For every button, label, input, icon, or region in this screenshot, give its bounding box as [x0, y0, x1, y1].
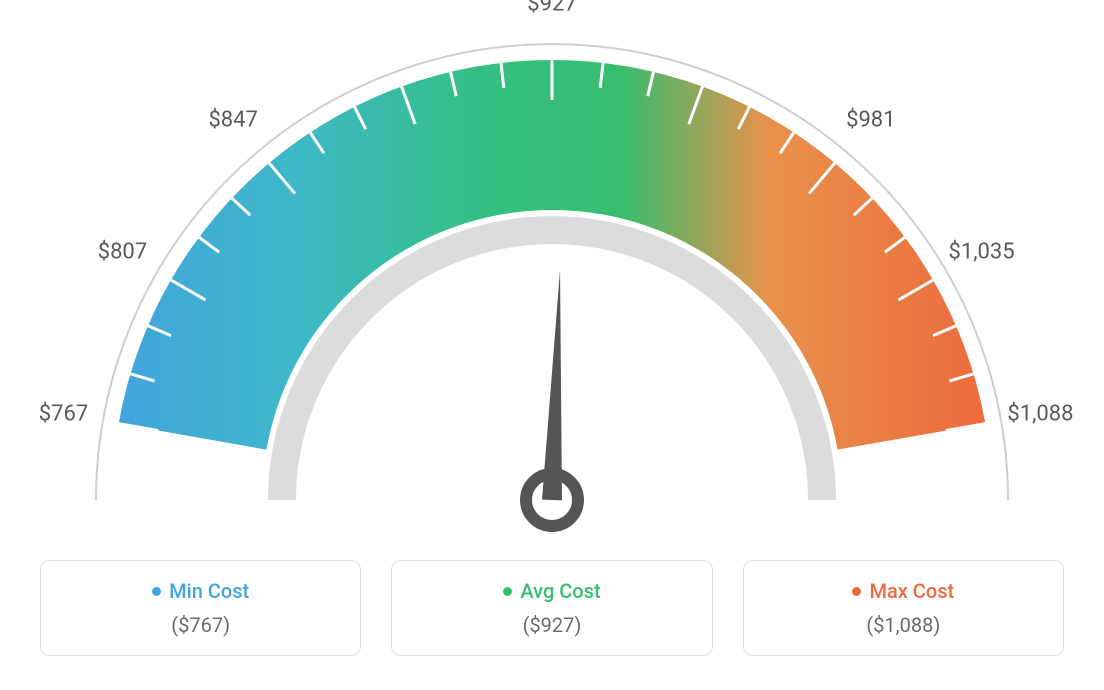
legend-row: Min Cost ($767) Avg Cost ($927) Max Cost… — [0, 560, 1104, 656]
legend-min-text: Min Cost — [169, 579, 249, 603]
dot-icon — [152, 587, 161, 596]
legend-max-text: Max Cost — [869, 579, 954, 603]
legend-avg-box: Avg Cost ($927) — [391, 560, 712, 656]
legend-max-box: Max Cost ($1,088) — [743, 560, 1064, 656]
gauge-tick-label: $767 — [39, 401, 88, 426]
gauge-area: $767 $807 $847 $927 $981 $1,035 $1,088 — [0, 0, 1104, 560]
gauge-svg — [0, 0, 1104, 560]
legend-min-box: Min Cost ($767) — [40, 560, 361, 656]
gauge-tick-label: $847 — [208, 108, 257, 133]
legend-min-value: ($767) — [61, 613, 340, 637]
legend-avg-text: Avg Cost — [520, 579, 600, 603]
gauge-tick-label: $927 — [527, 0, 576, 17]
gauge-tick-label: $1,088 — [1007, 401, 1073, 426]
legend-max-value: ($1,088) — [764, 613, 1043, 637]
legend-avg-value: ($927) — [412, 613, 691, 637]
legend-avg-label: Avg Cost — [412, 579, 691, 603]
gauge-tick-label: $807 — [98, 240, 147, 265]
legend-min-label: Min Cost — [61, 579, 340, 603]
dot-icon — [852, 587, 861, 596]
chart-container: $767 $807 $847 $927 $981 $1,035 $1,088 Min Cos… — [0, 0, 1104, 690]
dot-icon — [503, 587, 512, 596]
gauge-tick-label: $1,035 — [948, 240, 1014, 265]
gauge-tick-label: $981 — [846, 108, 895, 133]
legend-max-label: Max Cost — [764, 579, 1043, 603]
